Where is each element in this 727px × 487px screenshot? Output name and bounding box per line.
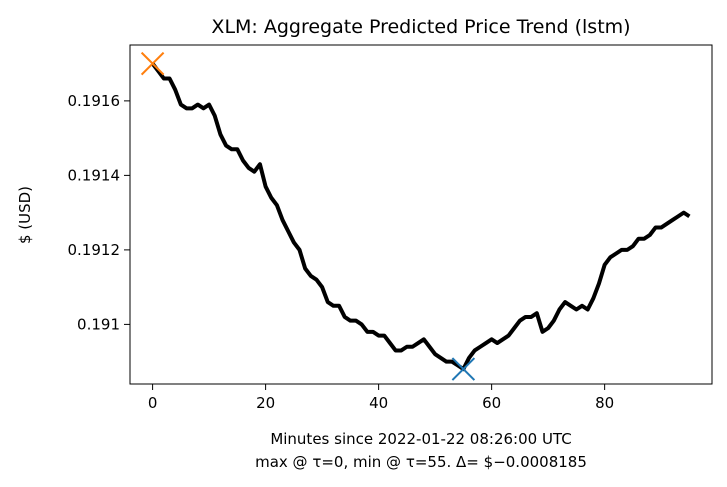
x-tick-label: 60 (482, 394, 501, 412)
y-tick-label: 0.1912 (68, 241, 121, 259)
y-tick-label: 0.1914 (68, 166, 121, 184)
min-marker (451, 357, 476, 381)
x-tick-label: 40 (369, 394, 388, 412)
x-axis-label: Minutes since 2022-01-22 08:26:00 UTC (270, 430, 571, 448)
y-tick-label: 0.1916 (68, 92, 121, 110)
x-tick-label: 0 (148, 394, 158, 412)
y-axis-label: $ (USD) (16, 186, 34, 244)
x-tick-label: 80 (595, 394, 614, 412)
series-line (151, 62, 691, 372)
max-marker (140, 51, 165, 76)
chart-title: XLM: Aggregate Predicted Price Trend (ls… (211, 16, 630, 38)
x-tick-label: 20 (256, 394, 275, 412)
y-tick-label: 0.191 (77, 315, 120, 333)
axes-frame (129, 44, 713, 385)
x-axis: 0 20 40 60 80 (148, 384, 614, 412)
plot-area (140, 51, 691, 381)
x-axis-label-line2: max @ τ=0, min @ τ=55. Δ= $−0.0008185 (255, 453, 587, 471)
y-axis: 0.191 0.1912 0.1914 0.1916 (68, 92, 130, 333)
